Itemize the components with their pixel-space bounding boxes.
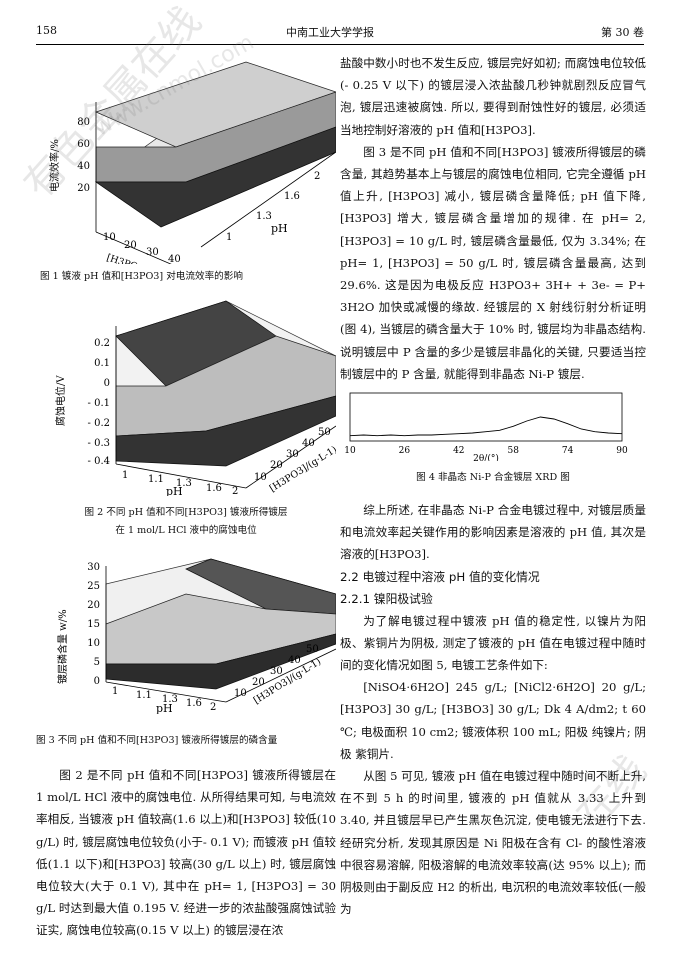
- z-tick: 0.2: [94, 338, 110, 349]
- z-tick: 30: [87, 562, 100, 573]
- conc-tick: 20: [270, 460, 283, 471]
- conc-axis: [225, 648, 336, 703]
- ph-axis: [115, 463, 247, 489]
- z-tick: 80: [77, 117, 90, 128]
- ph-tick: 1: [112, 686, 118, 697]
- volume-label: 第 30 卷: [601, 26, 644, 39]
- conc-tick: 20: [124, 240, 137, 251]
- ph-axis: [200, 151, 336, 248]
- figure-3-caption: 图 3 不同 pH 值和不同[H3PO3] 镀液所得镀层的磷含量: [36, 735, 278, 746]
- body-paragraph: 综上所述, 在非晶态 Ni-P 合金电镀过程中, 对镀层质量和电流效率起关键作用…: [340, 503, 646, 562]
- surface-top-band: [95, 61, 336, 148]
- surface-low-band: [94, 126, 336, 228]
- z-tick: 20: [87, 600, 100, 611]
- conc-tick: 10: [234, 688, 247, 699]
- conc-tick: 50: [306, 644, 319, 655]
- z-tick: 60: [77, 139, 90, 150]
- z-tick: - 0.2: [88, 418, 110, 429]
- body-paragraph: 从图 5 可见, 镀液 pH 值在电镀过程中随时间不断上升, 在不到 5 h 的…: [340, 769, 646, 917]
- z-tick: 10: [87, 638, 100, 649]
- figure-4-xrd-plot: 10 26 42 58 74 90 2θ/(°): [344, 392, 628, 461]
- ph-tick: 1: [122, 470, 128, 481]
- x-tick: 58: [507, 446, 519, 456]
- ph-axis-label: pH: [156, 702, 173, 714]
- z-tick: 20: [77, 183, 90, 194]
- ph-axis-label: pH: [166, 485, 183, 496]
- conc-tick: 40: [168, 254, 181, 264]
- ph-tick: 2: [232, 486, 238, 496]
- body-paragraph: 盐酸中数小时也不发生反应, 镀层完好如初; 而腐蚀电位较低(- 0.25 V 以…: [340, 56, 646, 137]
- ph-axis: [105, 681, 227, 703]
- journal-title: 中南工业大学学报: [286, 26, 374, 39]
- body-paragraph: [NiSO4·6H2O] 245 g/L; [NiCl2·6H2O] 20 g/…: [340, 680, 646, 761]
- x-tick: 26: [399, 446, 411, 456]
- ph-tick: 1.1: [148, 474, 164, 485]
- x-axis-label: 2θ/(°): [473, 453, 499, 461]
- ph-tick: 1.1: [136, 690, 152, 701]
- z-tick: 0: [104, 378, 110, 389]
- ph-axis-label: pH: [271, 222, 288, 235]
- conc-axis: [95, 231, 172, 264]
- figure-1-caption: 图 1 镀液 pH 值和[H3PO3] 对电流效率的影响: [40, 271, 243, 282]
- surface-dark-top: [185, 558, 336, 615]
- z-axis-label: 腐蚀电位/V: [54, 375, 67, 426]
- right-column: 盐酸中数小时也不发生反应, 镀层完好如初; 而腐蚀电位较低(- 0.25 V 以…: [340, 52, 646, 921]
- ph-tick: 1.3: [256, 211, 272, 222]
- z-tick: - 0.4: [88, 456, 110, 467]
- section-heading: 2.2 电镀过程中溶液 pH 值的变化情况: [340, 569, 540, 584]
- x-tick: 74: [562, 446, 574, 456]
- figure-3-surface-plot: 0 5 10 15 20 25 30 镀层磷含量 w/% 1 1.1 1.3 1…: [56, 558, 336, 714]
- xrd-trace: [349, 416, 623, 437]
- header-rule: [36, 44, 644, 45]
- body-paragraph: 为了解电镀过程中镀液 pH 值的稳定性, 以镍片为阳极、紫铜片为阴极, 测定了镀…: [340, 613, 646, 673]
- x-tick: 42: [453, 446, 464, 456]
- z-tick: - 0.1: [88, 398, 110, 409]
- z-axis-label: 镀层磷含量 w/%: [56, 609, 69, 684]
- ph-tick: 2: [210, 702, 216, 713]
- plot-frame: [349, 392, 623, 442]
- running-header: 158 中南工业大学学报 第 30 卷: [36, 24, 644, 42]
- z-tick: 5: [94, 657, 100, 668]
- ph-tick: 1.6: [186, 698, 202, 709]
- ph-tick: 1.3: [176, 478, 192, 489]
- figure-2-caption-line-2: 在 1 mol/L HCl 液中的腐蚀电位: [115, 525, 257, 536]
- ph-tick: 2: [314, 171, 320, 182]
- z-tick: 40: [77, 161, 90, 172]
- z-tick: 25: [87, 581, 100, 592]
- ph-tick: 1.6: [284, 191, 300, 202]
- conc-tick: 50: [318, 427, 331, 438]
- z-tick: 0.1: [94, 358, 110, 369]
- z-axis-label: 电流效率/%: [48, 139, 61, 192]
- figure-4-caption: 图 4 非晶态 Ni-P 合金镀层 XRD 图: [416, 472, 570, 484]
- figure-1-surface-plot: 80 60 40 20 电流效率/% 1 1.3 1.6 2 pH 10 20 …: [48, 61, 336, 264]
- conc-tick: 30: [270, 666, 283, 677]
- figure-2-caption-line-1: 图 2 不同 pH 值和不同[H3PO3] 镀液所得镀层: [84, 507, 288, 518]
- body-paragraph: 图 2 是不同 pH 值和不同[H3PO3] 镀液所得镀层在 1 mol/L H…: [36, 768, 336, 938]
- conc-tick: 20: [252, 677, 265, 688]
- conc-tick: 10: [103, 232, 116, 243]
- page-number: 158: [36, 24, 57, 37]
- left-column: 80 60 40 20 电流效率/% 1 1.3 1.6 2 pH 10 20 …: [36, 52, 336, 942]
- figure-2-surface-plot: 0.2 0.1 0 - 0.1 - 0.2 - 0.3 - 0.4 腐蚀电位/V…: [54, 300, 336, 496]
- conc-tick: 30: [286, 449, 299, 460]
- x-tick: 10: [344, 446, 356, 456]
- z-tick: - 0.3: [88, 438, 110, 449]
- ph-tick: 1: [226, 232, 232, 243]
- z-tick: 0: [94, 676, 100, 687]
- ph-tick: 1.3: [162, 694, 178, 705]
- conc-axis: [245, 425, 336, 489]
- subsection-heading: 2.2.1 镍阳极试验: [340, 591, 433, 606]
- conc-tick: 30: [146, 247, 159, 258]
- body-paragraph: 图 3 是不同 pH 值和不同[H3PO3] 镀液所得镀层的磷含量, 其趋势基本…: [340, 144, 646, 381]
- ph-tick: 1.6: [206, 483, 222, 494]
- z-tick: 15: [87, 619, 100, 630]
- x-tick: 90: [616, 446, 628, 456]
- conc-tick: 10: [254, 472, 267, 483]
- conc-tick: 40: [302, 438, 315, 449]
- conc-tick: 40: [288, 655, 301, 666]
